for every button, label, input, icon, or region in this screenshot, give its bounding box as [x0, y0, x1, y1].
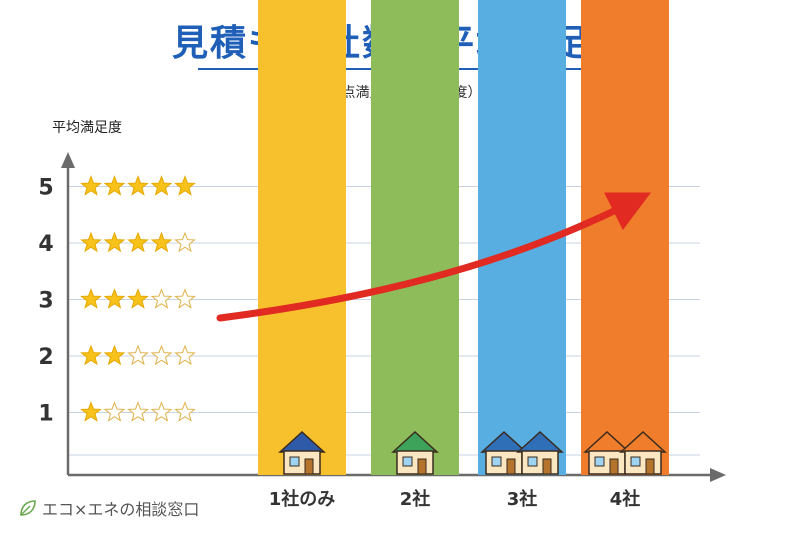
x-axis-arrow-icon	[710, 468, 726, 482]
trend-arrow	[216, 192, 652, 322]
star-filled-icon	[127, 231, 149, 253]
x-tick-label: 1社のみ	[269, 488, 336, 510]
house-icon	[619, 430, 667, 475]
bar	[581, 0, 669, 476]
y-tick-label: 4	[38, 232, 53, 257]
star-filled-icon	[103, 175, 126, 196]
house-icon	[391, 430, 439, 475]
leaf-icon	[20, 500, 36, 516]
y-tick-label: 5	[38, 176, 53, 201]
star-empty-icon	[174, 344, 196, 366]
x-tick-label: 2社	[400, 488, 431, 510]
star-filled-icon	[103, 231, 126, 253]
star-filled-icon	[150, 175, 173, 196]
star-empty-icon	[150, 344, 173, 366]
star-filled-icon	[80, 231, 102, 253]
star-empty-icon	[174, 231, 196, 253]
star-filled-icon	[80, 175, 102, 196]
star-filled-icon	[103, 344, 126, 366]
star-empty-icon	[174, 288, 196, 309]
star-empty-icon	[150, 401, 173, 422]
house-icon	[583, 430, 631, 475]
star-empty-icon	[103, 401, 126, 422]
star-empty-icon	[127, 344, 149, 366]
star-filled-icon	[127, 175, 149, 196]
x-tick-label: 4社	[610, 488, 641, 510]
x-tick-label: 3社	[507, 488, 538, 510]
house-icon	[480, 430, 528, 475]
house-icon	[516, 430, 564, 475]
star-empty-icon	[174, 401, 196, 422]
house-icon	[278, 430, 326, 475]
star-filled-icon	[150, 231, 173, 253]
y-tick-label: 3	[38, 289, 53, 314]
y-tick-label: 2	[38, 345, 53, 370]
star-filled-icon	[174, 175, 196, 196]
star-filled-icon	[80, 401, 102, 422]
y-tick-label: 1	[38, 402, 53, 427]
bar	[258, 0, 346, 475]
y-axis-label: 平均満足度	[52, 120, 122, 136]
bar	[371, 0, 459, 475]
star-empty-icon	[150, 288, 173, 309]
star-filled-icon	[103, 288, 126, 309]
star-filled-icon	[127, 288, 149, 309]
star-filled-icon	[80, 288, 102, 309]
brand-logo: エコ×エネの相談窓口	[18, 496, 199, 520]
star-filled-icon	[80, 344, 102, 366]
star-empty-icon	[127, 401, 149, 422]
brand-name: エコ×エネの相談窓口	[42, 500, 200, 519]
y-axis-arrow-icon	[61, 152, 75, 168]
